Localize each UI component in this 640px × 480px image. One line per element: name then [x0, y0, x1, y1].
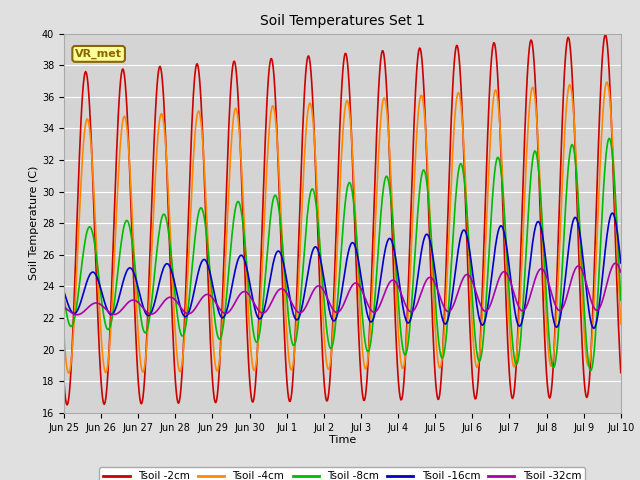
Legend: Tsoil -2cm, Tsoil -4cm, Tsoil -8cm, Tsoil -16cm, Tsoil -32cm: Tsoil -2cm, Tsoil -4cm, Tsoil -8cm, Tsoi… [99, 468, 586, 480]
X-axis label: Time: Time [329, 435, 356, 445]
Text: VR_met: VR_met [75, 49, 122, 59]
Y-axis label: Soil Temperature (C): Soil Temperature (C) [29, 166, 39, 280]
Title: Soil Temperatures Set 1: Soil Temperatures Set 1 [260, 14, 425, 28]
